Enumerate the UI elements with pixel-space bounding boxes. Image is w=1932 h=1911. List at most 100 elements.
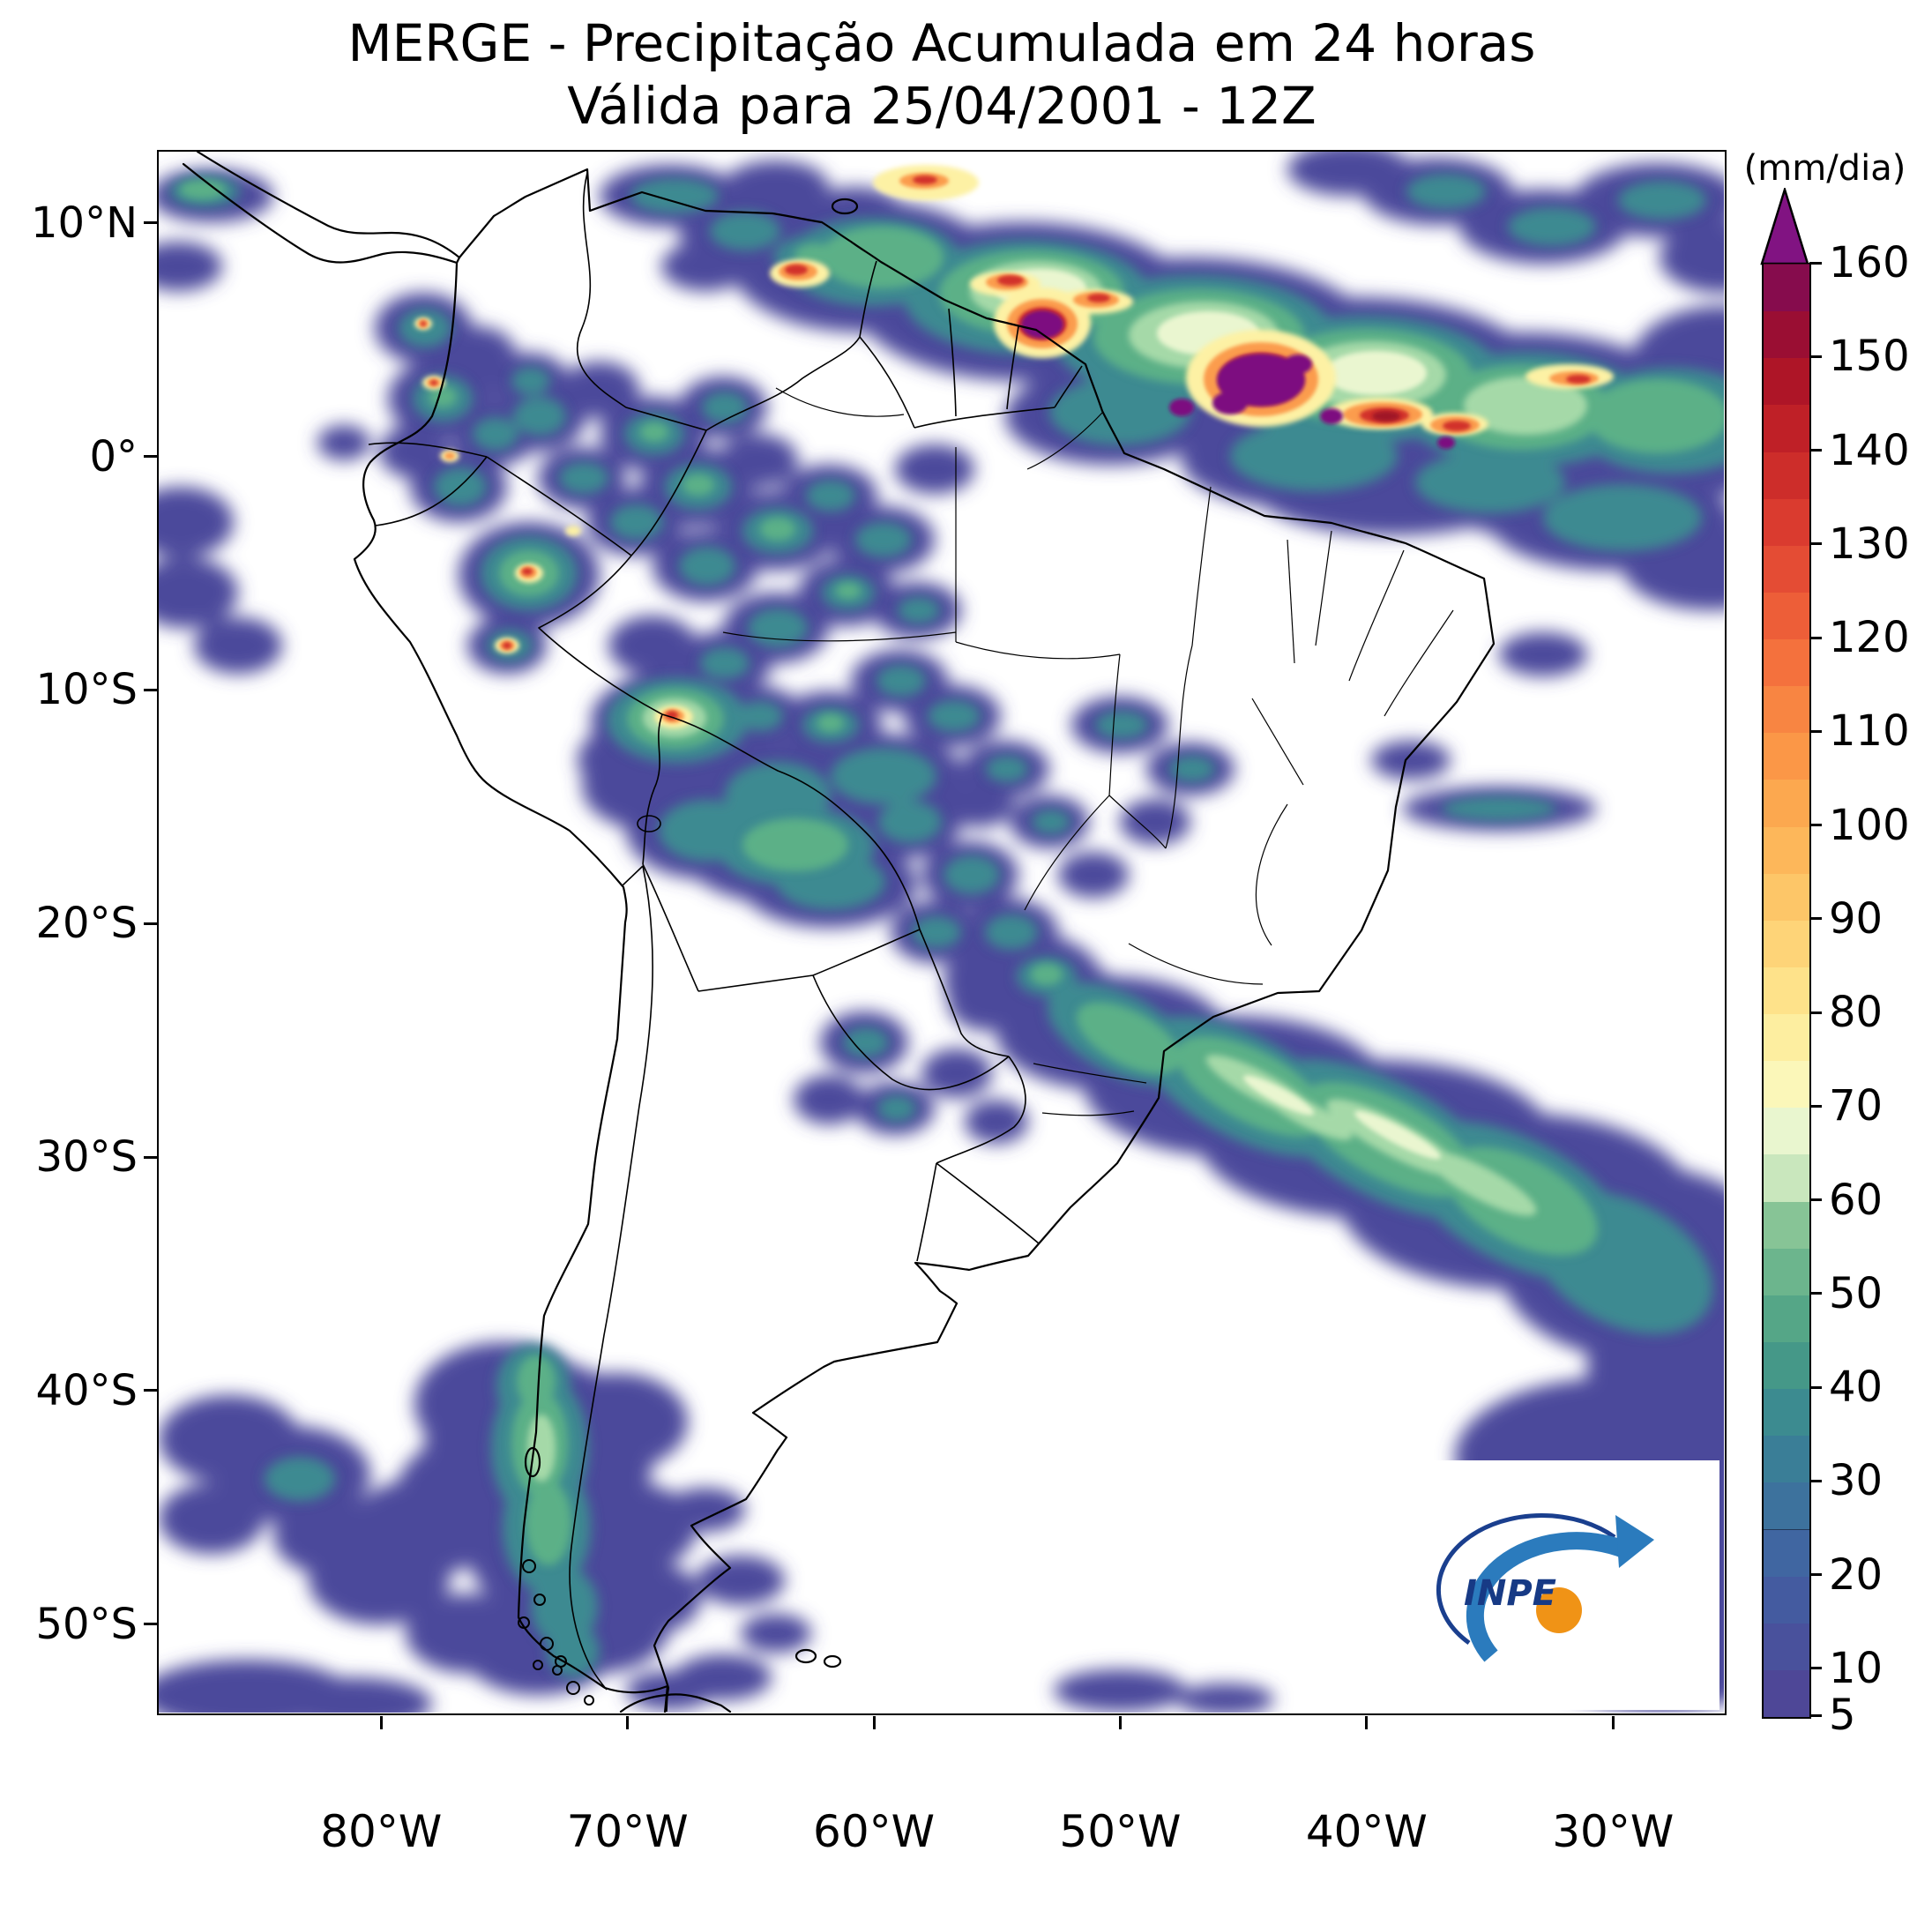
y-tick-label: 40°S bbox=[35, 1365, 138, 1415]
chart-title: MERGE - Precipitação Acumulada em 24 hor… bbox=[157, 12, 1727, 138]
colorbar-segment bbox=[1764, 966, 1809, 1015]
y-tick-mark bbox=[144, 221, 157, 225]
colorbar-tick-mark bbox=[1809, 261, 1822, 265]
colorbar-tick-mark bbox=[1809, 1667, 1822, 1670]
fjord-islands bbox=[518, 1559, 594, 1706]
colorbar-tick-label: 10 bbox=[1829, 1643, 1884, 1693]
colorbar-segment bbox=[1764, 1435, 1809, 1483]
x-tick-label: 80°W bbox=[320, 1806, 443, 1857]
colorbar-tick-mark bbox=[1809, 824, 1822, 827]
colorbar-segment bbox=[1764, 1622, 1809, 1670]
colorbar-segment bbox=[1764, 1340, 1809, 1390]
inpe-logo-box: INPE bbox=[1360, 1460, 1719, 1710]
colorbar-segment bbox=[1764, 1575, 1809, 1624]
state-borders bbox=[722, 387, 1454, 1116]
colorbar-tick-mark bbox=[1809, 1292, 1822, 1295]
colorbar-segment bbox=[1764, 1294, 1809, 1342]
colorbar-tick-mark bbox=[1809, 1385, 1822, 1389]
x-tick-mark bbox=[1611, 1716, 1615, 1729]
colorbar-tick-label: 60 bbox=[1829, 1175, 1884, 1225]
colorbar-segment bbox=[1764, 544, 1809, 593]
x-tick-mark bbox=[872, 1716, 876, 1729]
y-tick-mark bbox=[144, 1389, 157, 1392]
colorbar-tick-label: 140 bbox=[1829, 425, 1910, 475]
colorbar-tick-mark bbox=[1809, 1573, 1822, 1577]
inpe-logo-text: INPE bbox=[1464, 1573, 1556, 1614]
map-canvas bbox=[159, 152, 1724, 1713]
colorbar-segment bbox=[1764, 1668, 1809, 1717]
precip-layer-over-160mm bbox=[1021, 310, 1455, 449]
colorbar-segment bbox=[1764, 1107, 1809, 1155]
y-tick-mark bbox=[144, 688, 157, 691]
x-tick-mark bbox=[1118, 1716, 1122, 1729]
inpe-logo-arrow bbox=[1466, 1531, 1630, 1662]
y-tick-mark bbox=[144, 922, 157, 925]
colorbar-segment bbox=[1764, 1388, 1809, 1437]
colorbar-overflow-triangle bbox=[1760, 188, 1809, 265]
colorbar-tick-mark bbox=[1809, 917, 1822, 921]
inpe-logo: INPE bbox=[1436, 1512, 1654, 1662]
colorbar-segment bbox=[1764, 779, 1809, 827]
y-tick-label: 10°S bbox=[35, 665, 138, 715]
colorbar-tick-mark bbox=[1809, 636, 1822, 639]
colorbar-segment bbox=[1764, 264, 1809, 312]
coastline bbox=[182, 152, 1496, 1713]
colorbar-segment bbox=[1764, 1482, 1809, 1530]
colorbar bbox=[1762, 263, 1811, 1719]
colorbar-segment bbox=[1764, 1013, 1809, 1062]
colorbar-tick-mark bbox=[1809, 542, 1822, 546]
map-panel: INPE bbox=[157, 150, 1727, 1715]
colorbar-tick-label: 100 bbox=[1829, 800, 1910, 850]
colorbar-tick-mark bbox=[1809, 449, 1822, 452]
colorbar-segment bbox=[1764, 1247, 1809, 1295]
colorbar-segment bbox=[1764, 310, 1809, 359]
colorbar-tick-label: 90 bbox=[1829, 893, 1884, 944]
inpe-logo-sphere bbox=[1536, 1586, 1582, 1633]
colorbar-tick-label: 50 bbox=[1829, 1268, 1884, 1318]
colorbar-segment bbox=[1764, 685, 1809, 734]
colorbar-segment bbox=[1764, 497, 1809, 546]
colorbar-segment bbox=[1764, 825, 1809, 874]
colorbar-tick-mark bbox=[1809, 355, 1822, 358]
x-tick-mark bbox=[626, 1716, 630, 1729]
colorbar-tick-label: 110 bbox=[1829, 706, 1910, 757]
y-tick-label: 20°S bbox=[35, 899, 138, 949]
title-line2: Válida para 25/04/2001 - 12Z bbox=[567, 75, 1317, 136]
y-tick-label: 0° bbox=[89, 431, 138, 481]
title-line1: MERGE - Precipitação Acumulada em 24 hor… bbox=[347, 13, 1536, 73]
colorbar-unit-label: (mm/dia) bbox=[1743, 148, 1906, 189]
colorbar-tick-label: 130 bbox=[1829, 519, 1910, 569]
inpe-logo-orbit bbox=[1436, 1512, 1616, 1645]
x-tick-label: 40°W bbox=[1305, 1806, 1428, 1857]
x-tick-mark bbox=[1365, 1716, 1369, 1729]
colorbar-tick-mark bbox=[1809, 1198, 1822, 1202]
colorbar-tick-label: 30 bbox=[1829, 1456, 1884, 1506]
x-tick-label: 50°W bbox=[1059, 1806, 1182, 1857]
y-tick-label: 50°S bbox=[35, 1599, 138, 1649]
colorbar-segment bbox=[1764, 732, 1809, 780]
y-tick-mark bbox=[144, 1155, 157, 1159]
x-tick-label: 30°W bbox=[1552, 1806, 1675, 1857]
y-tick-mark bbox=[144, 1623, 157, 1626]
x-tick-label: 60°W bbox=[813, 1806, 936, 1857]
colorbar-tick-label: 150 bbox=[1829, 332, 1910, 382]
colorbar-tick-label: 40 bbox=[1829, 1362, 1884, 1413]
inpe-logo-arrowhead bbox=[1615, 1514, 1654, 1568]
colorbar-tick-label: 5 bbox=[1829, 1691, 1856, 1740]
colorbar-segment bbox=[1764, 404, 1809, 452]
colorbar-tick-label: 80 bbox=[1829, 988, 1884, 1038]
colorbar-tick-label: 70 bbox=[1829, 1081, 1884, 1131]
colorbar-segment bbox=[1764, 1200, 1809, 1249]
colorbar-tick-label: 20 bbox=[1829, 1549, 1884, 1600]
colorbar-tick-label: 120 bbox=[1829, 613, 1910, 663]
colorbar-segment bbox=[1764, 451, 1809, 499]
colorbar-tick-mark bbox=[1809, 1479, 1822, 1482]
colorbar-tick-mark bbox=[1809, 1011, 1822, 1014]
colorbar-segment bbox=[1764, 1528, 1809, 1577]
colorbar-tick-mark bbox=[1809, 1713, 1822, 1717]
y-tick-label: 30°S bbox=[35, 1132, 138, 1183]
colorbar-tick-mark bbox=[1809, 729, 1822, 733]
y-tick-label: 10°N bbox=[31, 198, 138, 248]
country-borders bbox=[368, 172, 1083, 1713]
